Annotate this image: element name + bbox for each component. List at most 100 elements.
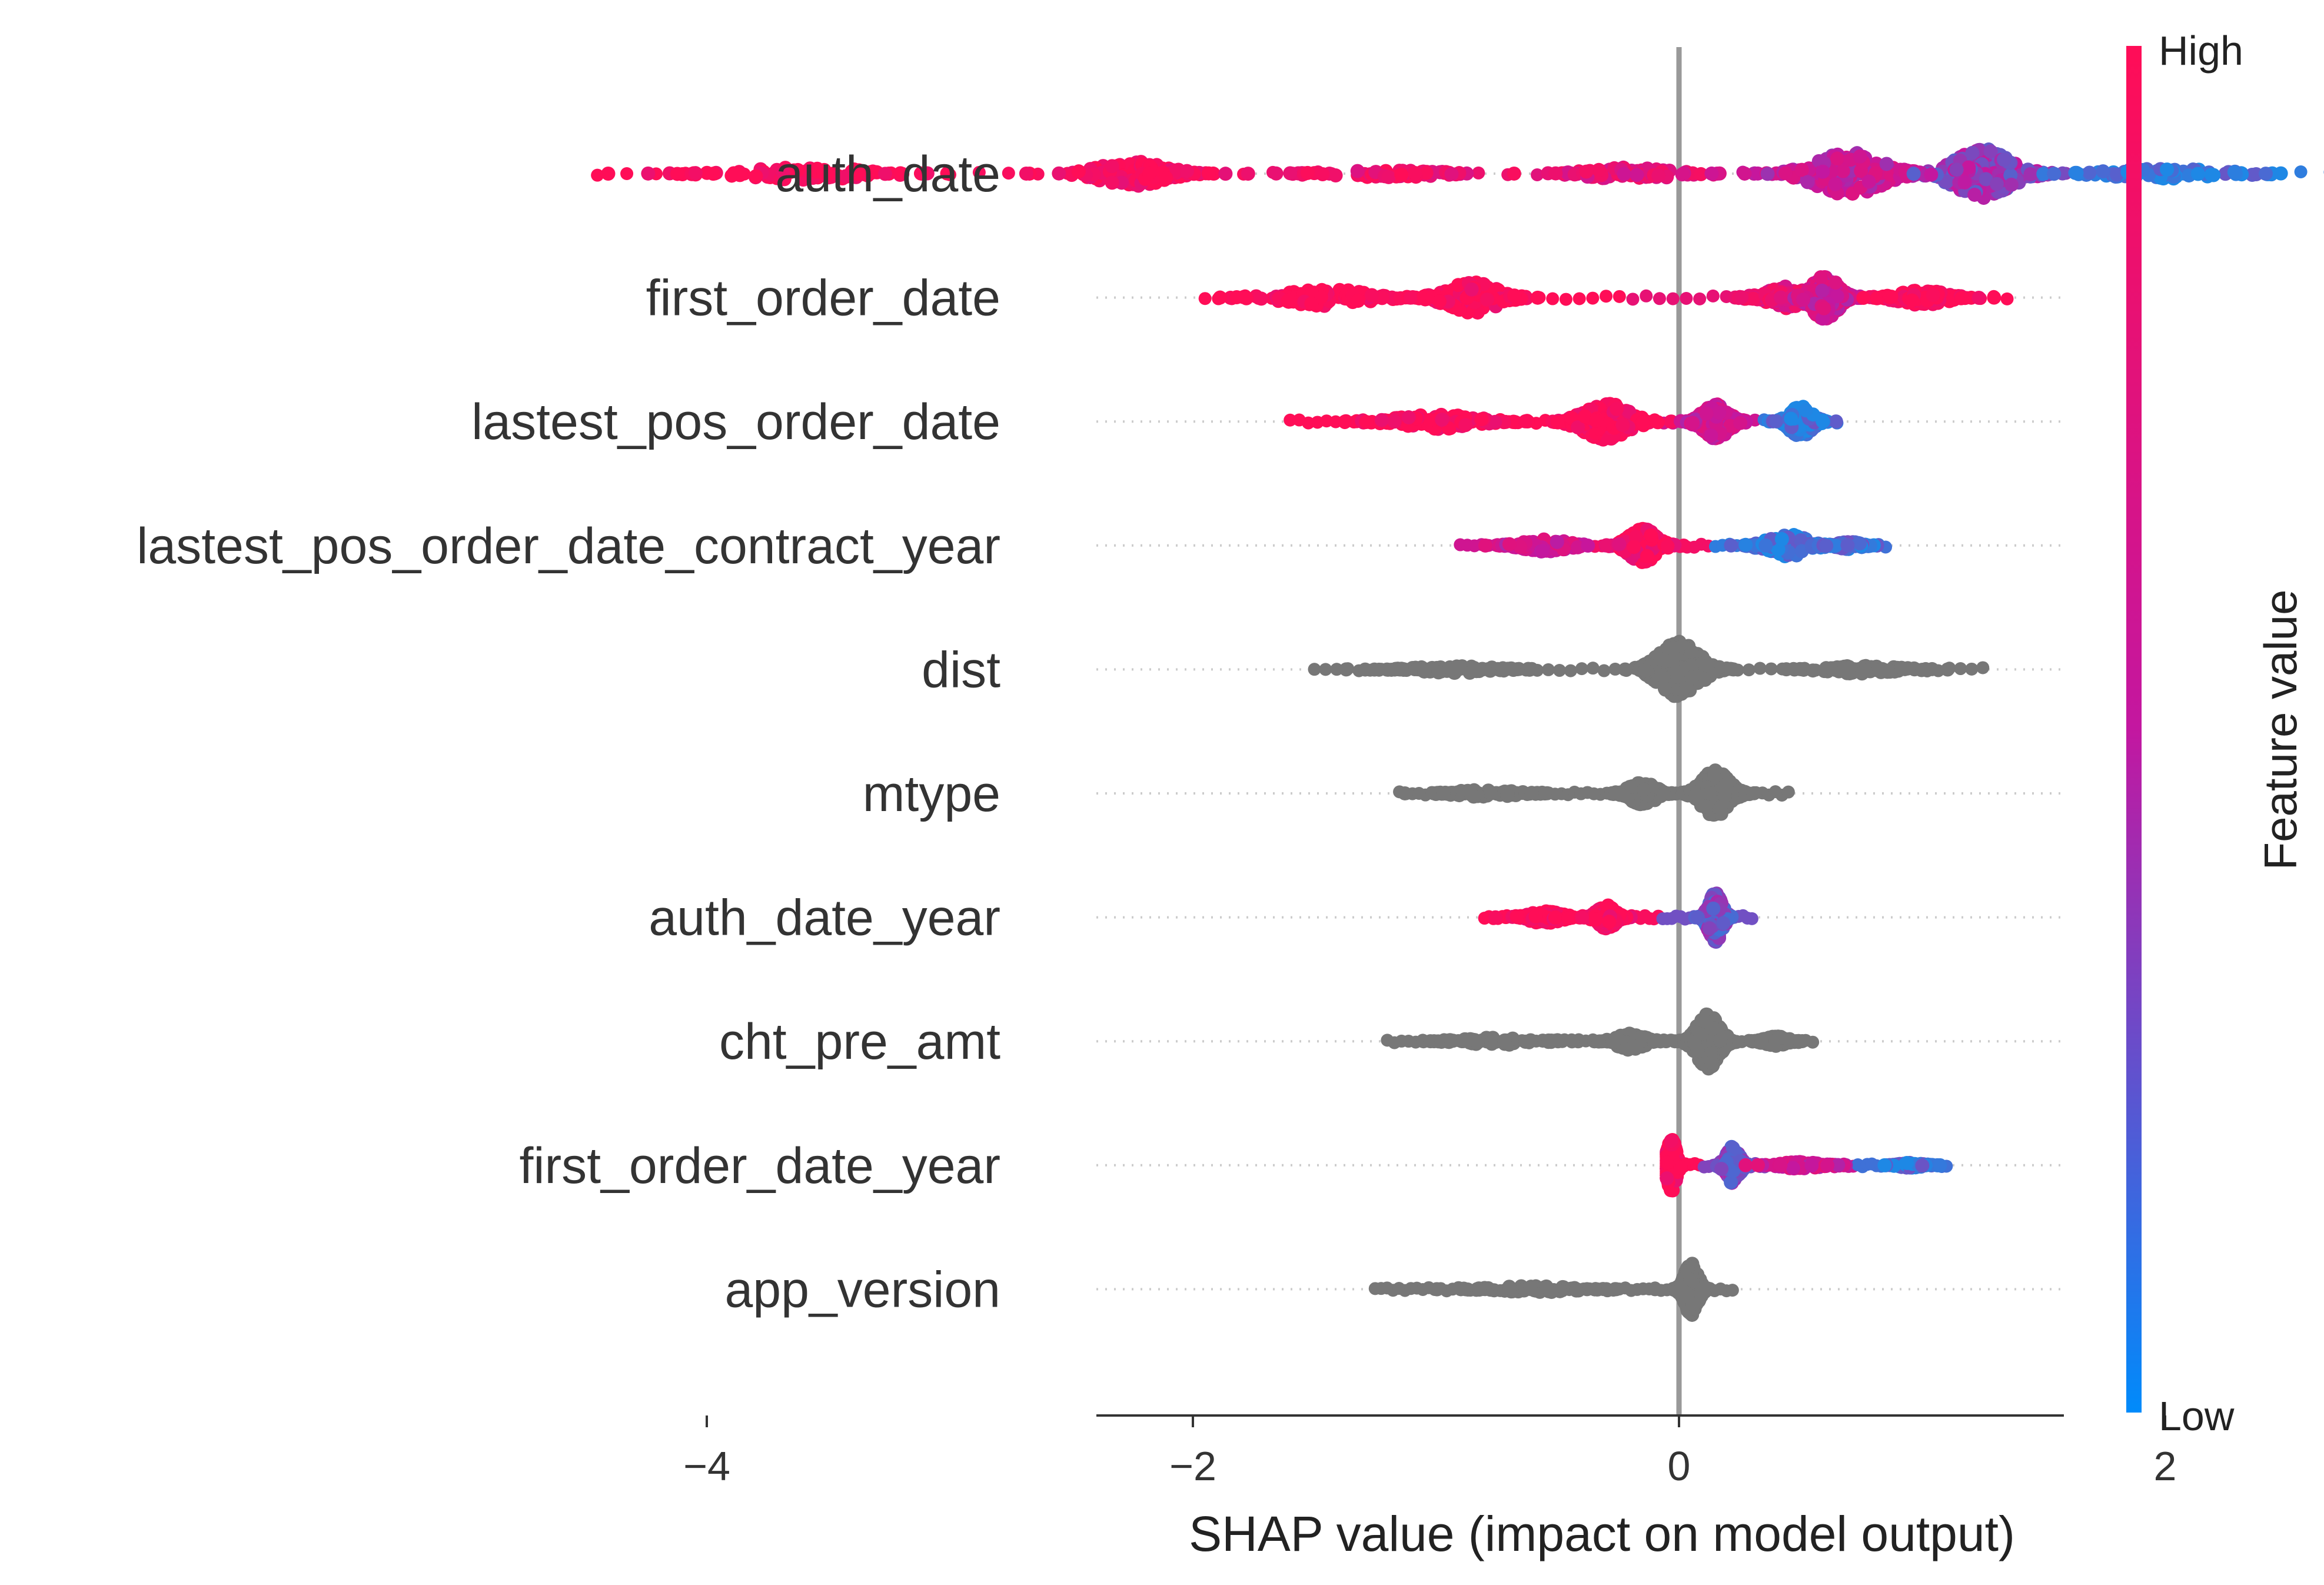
shap-point <box>1338 414 1352 429</box>
shap-point <box>1779 662 1794 677</box>
shap-point <box>1408 165 1422 180</box>
shap-point <box>1538 786 1552 801</box>
shap-point <box>1894 660 1909 675</box>
shap-point <box>1650 415 1665 430</box>
shap-point <box>1745 912 1758 925</box>
shap-point <box>1637 782 1651 797</box>
shap-point <box>1957 175 1972 190</box>
shap-point <box>1364 288 1379 303</box>
shap-point <box>1723 662 1738 676</box>
shap-point <box>1627 540 1641 554</box>
shap-point <box>2160 162 2175 177</box>
points-cht_pre_amt <box>1381 1007 1820 1076</box>
shap-point <box>1608 1031 1623 1045</box>
shap-point <box>1617 167 1631 181</box>
shap-point <box>1159 171 1173 185</box>
shap-point <box>1701 658 1715 673</box>
shap-point <box>1657 681 1672 696</box>
shap-point <box>1381 170 1396 184</box>
shap-point <box>940 166 955 181</box>
shap-point <box>670 167 684 181</box>
shap-point <box>1884 290 1899 304</box>
shap-point <box>2069 165 2084 180</box>
shap-point <box>1720 777 1734 792</box>
shap-point <box>1612 537 1627 551</box>
shap-point <box>1588 912 1603 927</box>
shap-point <box>1704 428 1718 443</box>
shap-point <box>1283 166 1298 181</box>
shap-point <box>1915 662 1930 677</box>
shap-point <box>700 165 714 180</box>
shap-point <box>1315 167 1330 182</box>
shap-point <box>1602 915 1617 929</box>
shap-point <box>1784 411 1798 426</box>
shap-point <box>1706 901 1721 916</box>
shap-point <box>1586 662 1600 675</box>
shap-point <box>1479 293 1494 307</box>
shap-point <box>1630 168 1644 182</box>
shap-point <box>1640 549 1654 563</box>
shap-point <box>1837 660 1851 675</box>
shap-point <box>1940 662 1955 677</box>
shap-point <box>1711 800 1725 815</box>
points-auth_date_year <box>1478 886 1758 949</box>
shap-point <box>1552 664 1566 677</box>
shap-point <box>1983 144 1998 159</box>
shap-point <box>1690 910 1705 925</box>
shap-point <box>1597 664 1611 677</box>
shap-point <box>1680 292 1693 305</box>
shap-point <box>2294 165 2308 179</box>
shap-point <box>2190 167 2205 181</box>
shap-point <box>1816 164 1830 179</box>
shap-point <box>1840 538 1855 553</box>
shap-point <box>852 163 866 178</box>
shap-point <box>1836 164 1850 178</box>
shap-point <box>1621 1042 1635 1057</box>
shap-point <box>1971 290 1986 305</box>
shap-point <box>1853 149 1867 164</box>
shap-point <box>2023 167 2038 181</box>
shap-point <box>1304 297 1319 311</box>
shap-point <box>1793 662 1807 676</box>
shap-point <box>1350 164 1365 178</box>
shap-point <box>1660 539 1675 553</box>
shap-point <box>1535 544 1550 559</box>
shap-point <box>2000 292 2014 305</box>
shap-point <box>1954 291 1969 305</box>
shap-point <box>1422 413 1437 427</box>
shap-point <box>2227 165 2242 180</box>
shap-point <box>1670 669 1685 684</box>
shap-point <box>1976 661 1990 674</box>
points-first_order_date <box>1198 270 2014 326</box>
shap-point <box>1510 909 1524 924</box>
feature-guide-lines <box>1096 172 2064 1291</box>
shap-point <box>1737 166 1752 181</box>
shap-point <box>1052 166 1066 181</box>
shap-point <box>1987 290 2002 305</box>
beeswarm-points <box>591 142 2324 1322</box>
shap-point <box>1746 291 1761 306</box>
shap-point <box>1707 769 1721 784</box>
points-lastest_pos_order_date <box>1284 397 1844 447</box>
shap-point <box>1997 152 2012 167</box>
shap-point <box>1817 301 1831 315</box>
shap-point <box>1284 413 1297 427</box>
shap-point <box>1693 292 1707 305</box>
shap-point <box>1564 664 1577 677</box>
shap-point <box>1531 168 1544 181</box>
shap-point <box>1883 664 1897 679</box>
shap-point <box>1432 294 1447 309</box>
shap-point <box>839 169 853 184</box>
shap-point <box>1651 168 1666 183</box>
shap-point <box>1002 167 1015 180</box>
shap-point <box>733 168 747 182</box>
shap-point <box>1218 167 1233 181</box>
shap-point <box>1179 164 1194 178</box>
shap-point <box>1612 787 1627 802</box>
shap-point <box>1575 662 1588 676</box>
shap-point <box>1241 167 1255 181</box>
shap-point <box>1824 661 1838 676</box>
shap-point <box>1328 168 1343 183</box>
points-auth_date <box>591 142 2324 205</box>
shap-point <box>1758 538 1773 553</box>
